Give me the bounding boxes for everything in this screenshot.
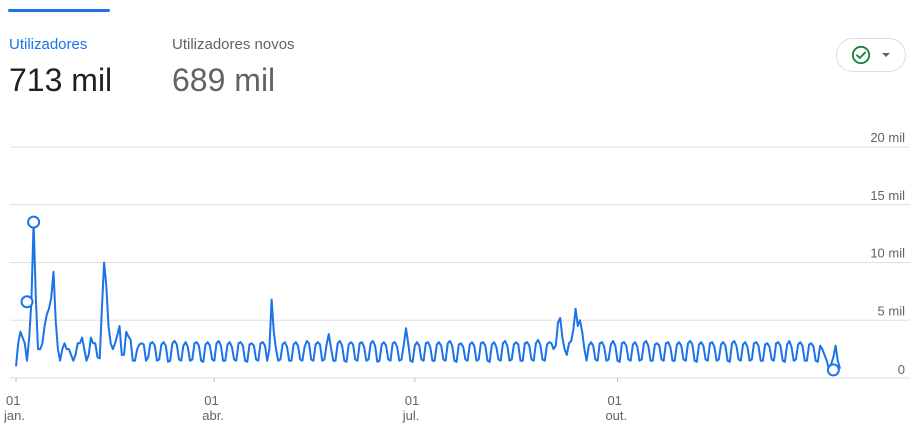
x-tick-month: abr.: [202, 408, 224, 423]
caret-down-icon: [882, 53, 890, 57]
y-tick-label: 15 mil: [870, 188, 905, 203]
compare-status-button[interactable]: [836, 38, 906, 72]
x-tick-month: out.: [605, 408, 627, 423]
highlight-markers: [20, 215, 840, 377]
y-tick-label: 10 mil: [870, 246, 905, 261]
y-axis-ticks: 0 5 mil 10 mil 15 mil 20 mil: [870, 130, 905, 377]
y-tick-label: 20 mil: [870, 130, 905, 145]
check-circle-icon: [851, 45, 871, 65]
metric-value-new-users: 689 mil: [172, 62, 276, 98]
metric-value-users: 713 mil: [9, 62, 113, 98]
selected-tab-indicator: [8, 9, 110, 12]
metric-tab-users[interactable]: Utilizadores 713 mil: [9, 36, 112, 98]
series-layer: [15, 221, 841, 371]
y-tick-label: 5 mil: [878, 303, 906, 318]
metric-tab-new-users[interactable]: Utilizadores novos 689 mil: [172, 36, 295, 98]
x-tick-day: 01: [607, 393, 621, 408]
y-tick-label: 0: [898, 362, 905, 377]
x-tick-month: jan.: [3, 408, 25, 423]
x-tick-day: 01: [6, 393, 20, 408]
grid-lines: [10, 146, 910, 379]
x-tick-day: 01: [405, 393, 419, 408]
x-tick-day: 01: [204, 393, 218, 408]
series-line-users: [15, 221, 841, 371]
highlight-point[interactable]: [826, 363, 840, 377]
metric-label-users: Utilizadores: [9, 36, 88, 53]
highlight-point[interactable]: [20, 295, 34, 309]
metric-label-new-users: Utilizadores novos: [172, 36, 295, 53]
x-tick-month: jul.: [402, 408, 420, 423]
highlight-point[interactable]: [27, 215, 41, 229]
